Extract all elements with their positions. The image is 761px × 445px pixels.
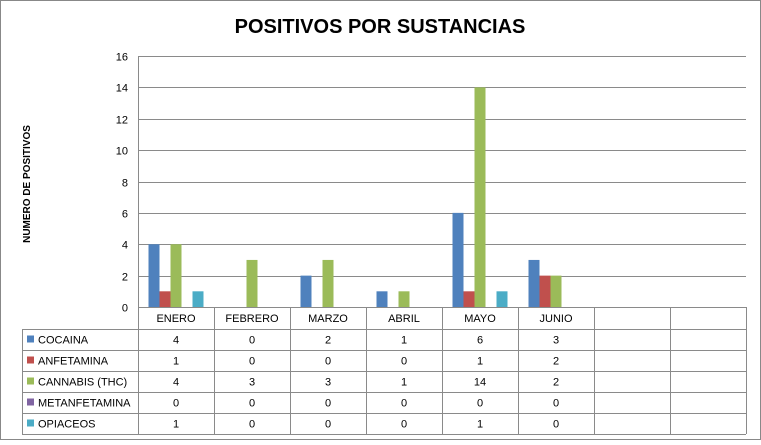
y-tick-label: 6	[122, 209, 128, 221]
table-value-cell: 0	[477, 398, 483, 410]
table-value-cell: 1	[173, 419, 179, 431]
table-value-cell: 6	[477, 335, 483, 347]
table-value-cell: 0	[173, 398, 179, 410]
data-table: ENERO FEBRERO MARZO ABRIL MAYO JUNIO COCAINA 4 0…	[22, 307, 747, 435]
y-tick-label: 4	[122, 240, 128, 252]
x-category-label: MARZO	[308, 313, 348, 325]
gridlines	[138, 56, 746, 308]
legend-key	[27, 356, 34, 364]
chart-title: POSITIVOS POR SUSTANCIAS	[235, 16, 526, 38]
legend-key	[27, 419, 34, 427]
y-tick-label: 16	[116, 52, 128, 64]
table-value-cell: 0	[249, 398, 255, 410]
bars	[148, 87, 562, 307]
bar-cannabis-thc	[398, 291, 410, 307]
bar-cocaina	[528, 259, 540, 307]
table-value-cell: 0	[553, 398, 559, 410]
bar-cannabis-thc	[474, 87, 486, 307]
table-value-cell: 3	[249, 377, 255, 389]
bar-anfetamina	[463, 291, 475, 307]
y-axis-label: NUMERO DE POSITIVOS	[22, 125, 33, 243]
bar-cocaina	[300, 275, 312, 307]
y-tick-label: 14	[116, 83, 128, 95]
bar-opiaceos	[496, 291, 508, 307]
bar-cannabis-thc	[170, 244, 182, 307]
table-value-cell: 0	[401, 398, 407, 410]
table-value-cell: 0	[249, 356, 255, 368]
table-value-cell: 0	[249, 335, 255, 347]
y-tick-label: 0	[122, 303, 128, 315]
legend-key	[27, 335, 34, 343]
legend-series-name: ANFETAMINA	[38, 356, 109, 368]
legend-key	[27, 398, 34, 406]
y-tick-label: 2	[122, 272, 128, 284]
x-category-label: FEBRERO	[225, 313, 279, 325]
legend-key	[27, 377, 34, 385]
y-tick-label: 10	[116, 146, 128, 158]
bar-cocaina	[148, 244, 160, 307]
bar-cocaina	[376, 291, 388, 307]
table-value-cell: 0	[553, 419, 559, 431]
table-value-cell: 0	[401, 419, 407, 431]
legend-series-name: COCAINA	[38, 335, 89, 347]
table-value-cell: 2	[553, 356, 559, 368]
table-value-cell: 3	[553, 335, 559, 347]
table-value-cell: 1	[477, 419, 483, 431]
bar-opiaceos	[192, 291, 204, 307]
table-value-cell: 1	[477, 356, 483, 368]
table-value-cell: 0	[401, 356, 407, 368]
x-category-label: ABRIL	[388, 313, 420, 325]
bar-anfetamina	[159, 291, 171, 307]
y-axis-ticks: 0 2 4 6 8 10 12 14 16	[116, 52, 128, 315]
table-value-cell: 2	[553, 377, 559, 389]
table-value-cell: 3	[325, 377, 331, 389]
y-tick-label: 12	[116, 115, 128, 127]
bar-anfetamina	[539, 275, 551, 307]
table-value-cell: 0	[249, 419, 255, 431]
table-value-cell: 4	[173, 377, 179, 389]
table-value-cell: 4	[173, 335, 179, 347]
bar-cocaina	[452, 212, 464, 307]
legend-series-name: METANFETAMINA	[38, 398, 131, 410]
table-value-cell: 1	[401, 377, 407, 389]
x-category-label: JUNIO	[540, 313, 573, 325]
legend-series-name: OPIACEOS	[38, 419, 95, 431]
table-value-cell: 1	[173, 356, 179, 368]
legend-series-name: CANNABIS (THC)	[38, 377, 127, 389]
x-category-label: MAYO	[464, 313, 496, 325]
table-value-cell: 0	[325, 356, 331, 368]
bar-cannabis-thc	[322, 259, 334, 307]
table-value-cell: 1	[401, 335, 407, 347]
table-value-cell: 0	[325, 398, 331, 410]
bar-cannabis-thc	[246, 259, 258, 307]
table-value-cell: 2	[325, 335, 331, 347]
y-tick-label: 8	[122, 178, 128, 190]
table-value-cell: 0	[325, 419, 331, 431]
table-value-cell: 14	[474, 377, 486, 389]
bar-cannabis-thc	[550, 275, 562, 307]
x-category-label: ENERO	[156, 313, 196, 325]
